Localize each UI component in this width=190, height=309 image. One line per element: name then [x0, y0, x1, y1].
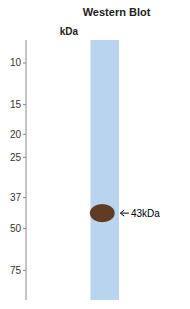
- y-tick-label: 37: [10, 192, 22, 203]
- y-axis-line: [26, 40, 27, 300]
- y-tick-label: 10: [10, 57, 22, 68]
- annotation-arrow: [121, 213, 129, 214]
- y-tick-label: 75: [10, 265, 22, 276]
- y-label: kDa: [60, 26, 79, 37]
- plot-area: [90, 40, 119, 300]
- chart: Western Blot kDa 75 50 37 25 20 15 10 43kDa: [0, 0, 190, 309]
- title: Western Blot: [83, 6, 151, 18]
- y-tick: [23, 228, 26, 229]
- gel-lane: [90, 40, 119, 300]
- y-tick-label: 50: [10, 223, 22, 234]
- y-tick-label: 20: [10, 129, 22, 140]
- annotation-arrowhead: [120, 210, 124, 216]
- y-tick: [23, 270, 26, 271]
- band: [90, 204, 115, 222]
- annotation: 43kDa: [131, 208, 160, 219]
- y-tick: [23, 157, 26, 158]
- y-tick-label: 25: [10, 152, 22, 163]
- y-tick: [23, 134, 26, 135]
- y-tick: [23, 62, 26, 63]
- y-tick: [23, 104, 26, 105]
- y-tick: [23, 197, 26, 198]
- chart-container: Western Blot kDa 75 50 37 25 20 15 10 43kDa: [0, 0, 190, 309]
- y-tick-label: 15: [10, 99, 22, 110]
